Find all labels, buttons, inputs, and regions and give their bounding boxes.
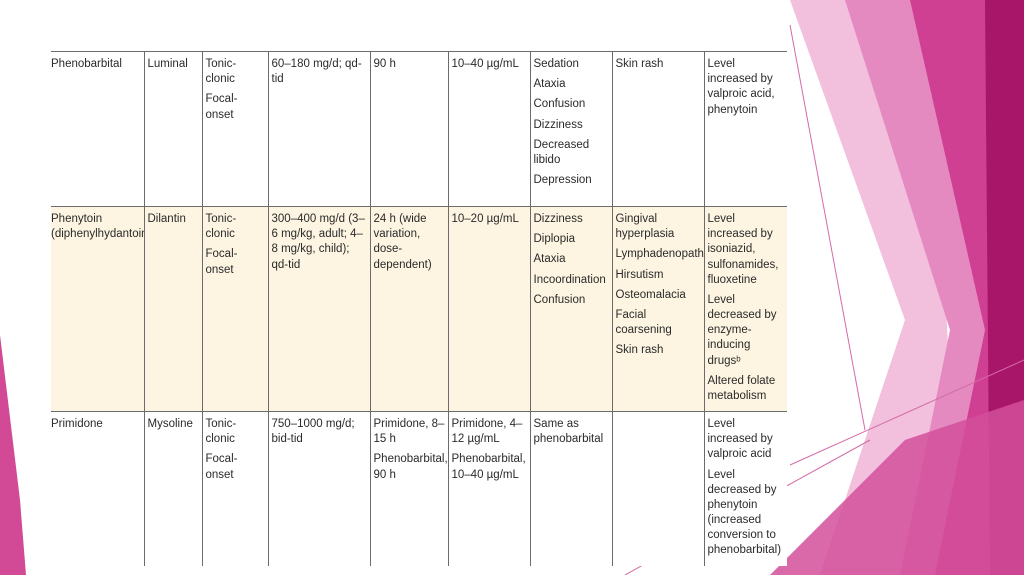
decor-line-2 xyxy=(789,359,1024,466)
half-life-cell: 90 h xyxy=(369,51,449,207)
effect-item: Diplopia xyxy=(533,233,576,246)
table-row: Phenobarbital Luminal Tonic-clonic Focal… xyxy=(51,51,787,207)
neuro-effects-cell: Dizziness Diplopia Ataxia Incoordination… xyxy=(529,205,613,413)
interaction-item: Altered folate metabolism xyxy=(707,374,776,402)
interaction-item: Level decreased by enzyme-inducing drugs… xyxy=(707,293,777,367)
decor-line-1 xyxy=(789,24,866,431)
effect-item: Skin rash xyxy=(615,58,664,70)
neuro-effects-cell: Sedation Ataxia Confusion Dizziness Decr… xyxy=(529,51,613,207)
seizure-type: Tonic-clonic xyxy=(205,213,237,241)
dose-cell: 60–180 mg/d; qd-tid xyxy=(267,51,371,207)
seizure-type: Focal-onset xyxy=(205,93,238,121)
half-life-item: Phenobarbital, 90 h xyxy=(373,453,448,481)
interaction-item: Level increased by isoniazid, sulfonamid… xyxy=(707,213,779,286)
dose-cell: 300–400 mg/d (3–6 mg/kg, adult; 4–8 mg/k… xyxy=(267,205,371,413)
effect-item: Ataxia xyxy=(533,253,566,266)
effect-item: Hirsutism xyxy=(615,268,664,281)
seizure-type: Focal-onset xyxy=(205,248,238,276)
brand-name-cell: Luminal xyxy=(143,51,203,207)
therapeutic-level-cell: 10–40 µg/mL xyxy=(447,51,531,207)
effect-item: Confusion xyxy=(533,98,586,111)
interactions-cell: Level increased by isoniazid, sulfonamid… xyxy=(703,205,787,413)
effect-item: Dizziness xyxy=(533,118,583,131)
neuro-effects-cell: Same as phenobarbital xyxy=(529,411,613,566)
effect-item: Confusion xyxy=(533,293,586,306)
level-item: Phenobarbital, 10–40 µg/mL xyxy=(451,453,526,481)
brand-name-cell: Mysoline xyxy=(143,411,203,566)
effect-item: Dizziness xyxy=(533,213,583,225)
generic-name-cell: Phenytoin (diphenylhydantoin) xyxy=(51,205,145,413)
antiepileptic-drug-table: Phenobarbital Luminal Tonic-clonic Focal… xyxy=(51,51,787,566)
generic-name-cell: Phenobarbital xyxy=(51,51,145,207)
effect-item: Decreased libido xyxy=(533,138,590,166)
systemic-effects-cell: Skin rash xyxy=(611,51,705,207)
effect-item: Lymphadenopathy xyxy=(615,248,704,261)
drug-table-wrapper: Phenobarbital Luminal Tonic-clonic Focal… xyxy=(51,51,787,566)
systemic-effects-cell: Gingival hyperplasia Lymphadenopathy Hir… xyxy=(611,205,705,413)
interaction-item: Level increased by valproic acid xyxy=(707,418,773,461)
interaction-item: Level decreased by phenytoin (increased … xyxy=(707,468,782,557)
seizure-type-cell: Tonic-clonic Focal-onset xyxy=(201,51,269,207)
effect-item: Depression xyxy=(533,174,592,187)
interactions-cell: Level increased by valproic acid, phenyt… xyxy=(703,51,787,207)
half-life-item: Primidone, 8–15 h xyxy=(373,418,445,446)
interaction-item: Level increased by valproic acid, phenyt… xyxy=(707,58,775,116)
table-row: Phenytoin (diphenylhydantoin) Dilantin T… xyxy=(51,205,787,413)
effect-item: Skin rash xyxy=(615,344,664,357)
left-accent-shape xyxy=(0,335,26,575)
level-item: Primidone, 4–12 µg/mL xyxy=(451,418,523,446)
therapeutic-level-cell: Primidone, 4–12 µg/mL Phenobarbital, 10–… xyxy=(447,411,531,566)
effect-item: Gingival hyperplasia xyxy=(615,213,675,241)
dose-cell: 750–1000 mg/d; bid-tid xyxy=(267,411,371,566)
table-row: Primidone Mysoline Tonic-clonic Focal-on… xyxy=(51,411,787,566)
systemic-effects-cell xyxy=(611,411,705,566)
seizure-type: Tonic-clonic xyxy=(205,58,237,86)
seizure-type-cell: Tonic-clonic Focal-onset xyxy=(201,411,269,566)
half-life-cell: Primidone, 8–15 h Phenobarbital, 90 h xyxy=(369,411,449,566)
seizure-type-cell: Tonic-clonic Focal-onset xyxy=(201,205,269,413)
effect-item: Ataxia xyxy=(533,78,566,91)
interactions-cell: Level increased by valproic acid Level d… xyxy=(703,411,787,566)
brand-name-cell: Dilantin xyxy=(143,205,203,413)
effect-item: Same as phenobarbital xyxy=(533,418,604,446)
effect-item: Osteomalacia xyxy=(615,288,686,301)
therapeutic-level-cell: 10–20 µg/mL xyxy=(447,205,531,413)
seizure-type: Tonic-clonic xyxy=(205,418,237,446)
half-life-cell: 24 h (wide variation, dose-dependent) xyxy=(369,205,449,413)
effect-item: Facial coarsening xyxy=(615,308,672,337)
generic-name-cell: Primidone xyxy=(51,411,145,566)
effect-item: Incoordination xyxy=(533,273,606,286)
effect-item: Sedation xyxy=(533,58,579,70)
seizure-type: Focal-onset xyxy=(205,453,238,481)
right-bottom-shape xyxy=(770,400,1024,575)
